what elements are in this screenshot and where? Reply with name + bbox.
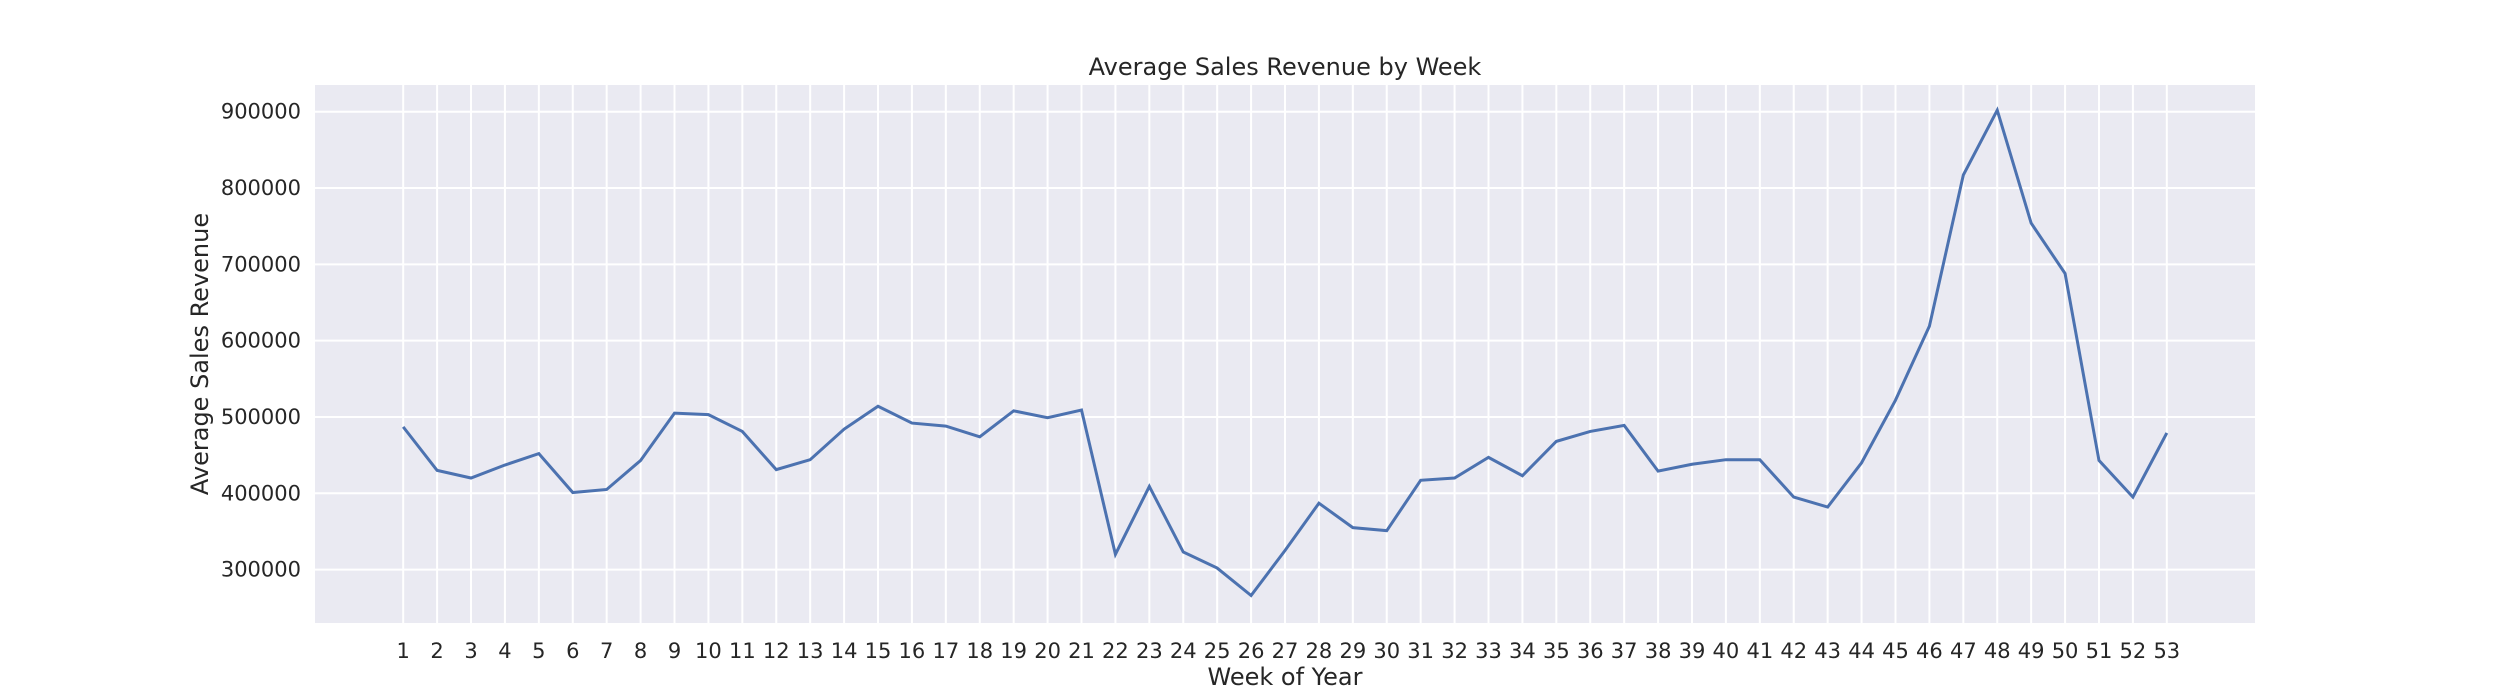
- y-tick-label: 600000: [221, 329, 301, 353]
- series-line: [401, 106, 2169, 598]
- x-tick-label: 47: [1950, 639, 1977, 663]
- x-tick-label: 22: [1102, 639, 1129, 663]
- x-tick-label: 21: [1068, 639, 1095, 663]
- x-tick-label: 42: [1780, 639, 1807, 663]
- x-tick-label: 32: [1441, 639, 1468, 663]
- x-tick-label: 5: [532, 639, 545, 663]
- x-tick-label: 12: [763, 639, 790, 663]
- x-tick-label: 44: [1848, 639, 1875, 663]
- x-tick-label: 25: [1204, 639, 1231, 663]
- x-tick-label: 51: [2086, 639, 2113, 663]
- x-tick-label: 33: [1475, 639, 1502, 663]
- x-tick-label: 31: [1407, 639, 1434, 663]
- y-tick-label: 900000: [221, 100, 301, 124]
- x-tick-label: 19: [1000, 639, 1027, 663]
- x-tick-label: 15: [865, 639, 892, 663]
- x-tick-label: 26: [1238, 639, 1265, 663]
- x-tick-label: 23: [1136, 639, 1163, 663]
- x-tick-label: 20: [1034, 639, 1061, 663]
- x-tick-label: 34: [1509, 639, 1536, 663]
- y-tick-label: 400000: [221, 481, 301, 505]
- x-tick-label: 48: [1984, 639, 2011, 663]
- y-tick-label: 700000: [221, 252, 301, 276]
- x-tick-label: 53: [2153, 639, 2180, 663]
- x-tick-label: 52: [2120, 639, 2147, 663]
- x-tick-label: 13: [797, 639, 824, 663]
- y-tick-label: 800000: [221, 176, 301, 200]
- x-tick-label: 17: [932, 639, 959, 663]
- x-tick-label: 29: [1339, 639, 1366, 663]
- x-tick-label: 1: [396, 639, 409, 663]
- x-tick-label: 11: [729, 639, 756, 663]
- x-tick-label: 10: [695, 639, 722, 663]
- x-tick-label: 9: [668, 639, 681, 663]
- x-tick-label: 27: [1272, 639, 1299, 663]
- chart-title: Average Sales Revenue by Week: [1089, 53, 1482, 81]
- x-tick-label: 49: [2018, 639, 2045, 663]
- x-tick-label: 7: [600, 639, 613, 663]
- x-tick-label: 30: [1373, 639, 1400, 663]
- x-tick-label: 46: [1916, 639, 1943, 663]
- x-tick-label: 28: [1306, 639, 1333, 663]
- x-tick-label: 39: [1679, 639, 1706, 663]
- x-tick-label: 50: [2052, 639, 2079, 663]
- y-tick-label: 500000: [221, 405, 301, 429]
- y-tick-label: 300000: [221, 558, 301, 582]
- x-tick-label: 36: [1577, 639, 1604, 663]
- x-tick-label: 6: [566, 639, 579, 663]
- x-tick-label: 43: [1814, 639, 1841, 663]
- x-tick-labels: 1 2 3 4 5 6 7 8 9 10 11 12 13 14 15 16 17 18 19 20 21 22 23 24 2…: [396, 639, 2180, 663]
- x-tick-label: 2: [430, 639, 443, 663]
- x-tick-label: 37: [1611, 639, 1638, 663]
- x-axis-label: Week of Year: [1208, 663, 1363, 691]
- x-tick-label: 24: [1170, 639, 1197, 663]
- x-tick-label: 8: [634, 639, 647, 663]
- x-tick-label: 38: [1645, 639, 1672, 663]
- x-tick-label: 3: [464, 639, 477, 663]
- x-tick-label: 18: [966, 639, 993, 663]
- grid-lines: [315, 85, 2255, 623]
- x-tick-label: 45: [1882, 639, 1909, 663]
- x-tick-label: 16: [899, 639, 926, 663]
- y-axis-label: Average Sales Revenue: [186, 213, 214, 495]
- x-tick-label: 40: [1713, 639, 1740, 663]
- x-tick-label: 35: [1543, 639, 1570, 663]
- y-tick-labels: 300000 400000 500000 600000 700000 800000 9000…: [221, 100, 301, 582]
- x-tick-label: 14: [831, 639, 858, 663]
- x-tick-label: 41: [1746, 639, 1773, 663]
- x-tick-label: 4: [498, 639, 511, 663]
